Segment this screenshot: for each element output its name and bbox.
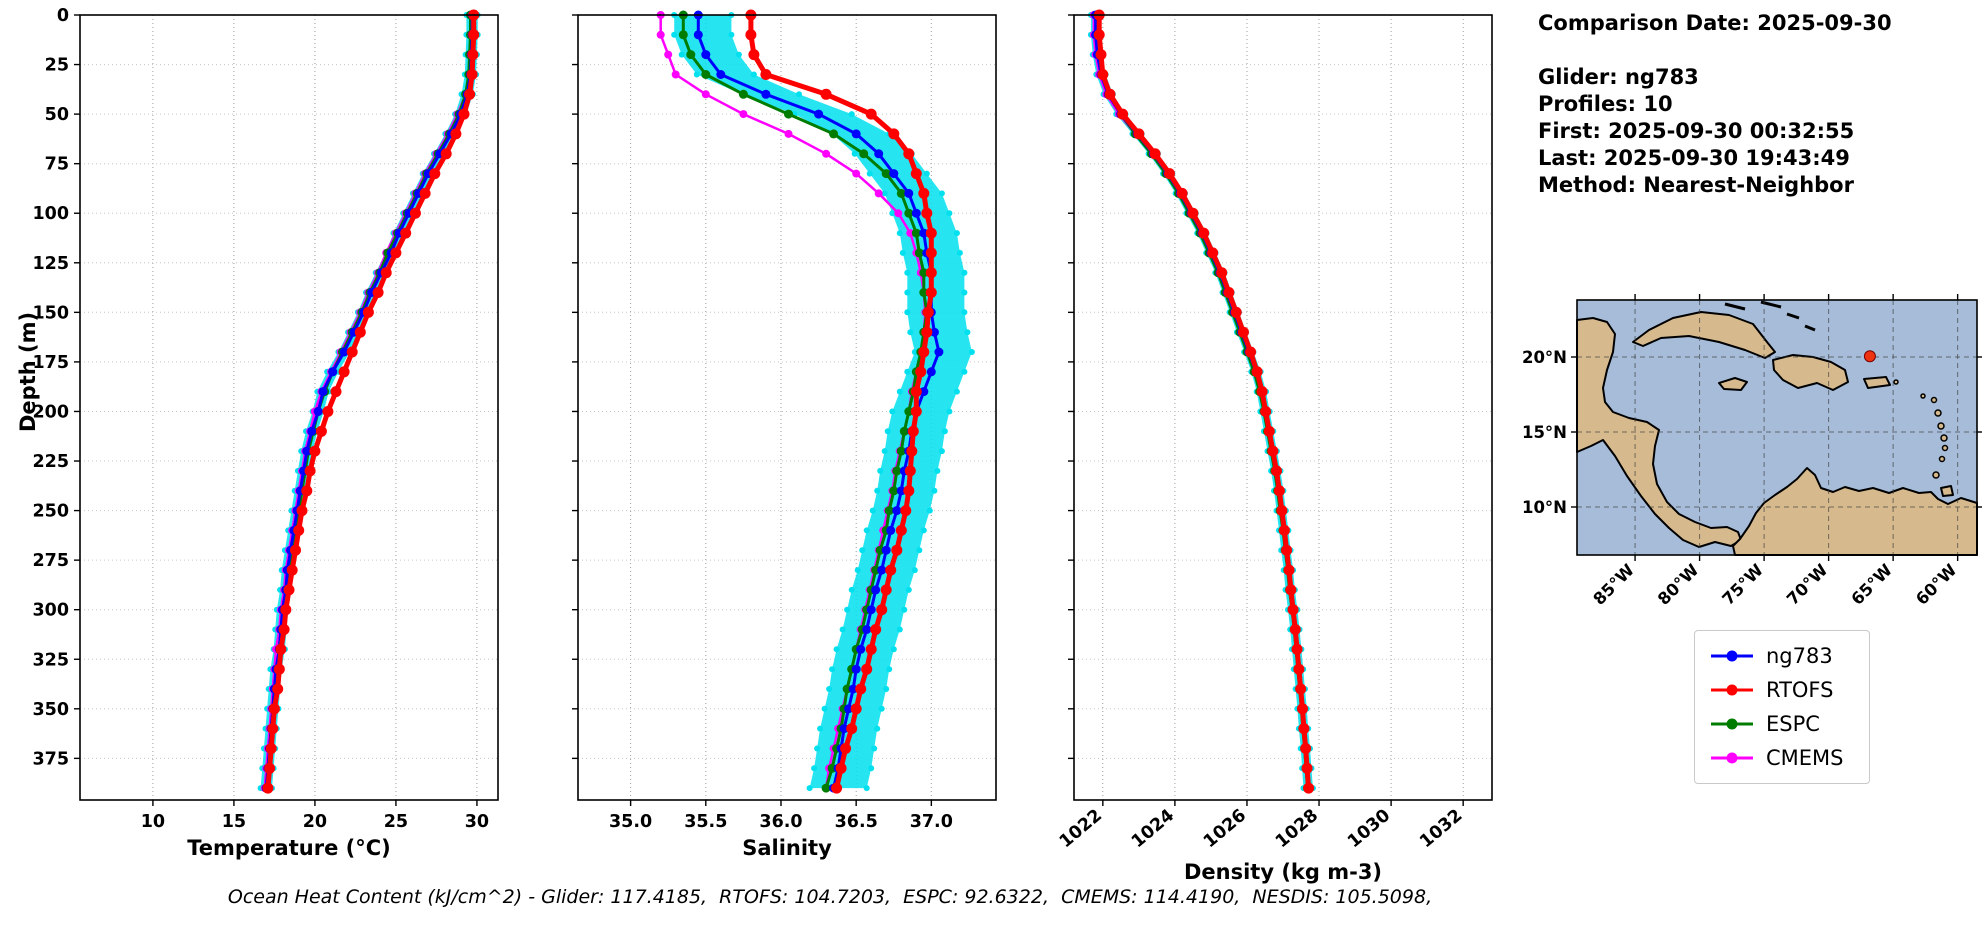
svg-text:350: 350	[32, 700, 69, 720]
legend-line-marker-icon	[1711, 718, 1753, 730]
svg-text:1032: 1032	[1416, 806, 1466, 853]
svg-text:0: 0	[57, 6, 69, 26]
land-trinidad	[1940, 485, 1954, 497]
legend-item-RTOFS: RTOFS	[1709, 673, 1855, 707]
svg-text:1030: 1030	[1344, 806, 1394, 853]
location-map: 85°W 80°W 75°W 70°W 65°W 60°W 20°N 15°N 10°N	[1522, 294, 1982, 609]
land-central-america	[1576, 317, 1742, 548]
svg-text:250: 250	[32, 502, 69, 522]
svg-text:36.5: 36.5	[835, 812, 878, 832]
svg-text:125: 125	[32, 254, 69, 274]
land-cuba	[1632, 311, 1776, 359]
info-profiles: Profiles: 10	[1538, 92, 1673, 116]
svg-text:35.0: 35.0	[609, 812, 652, 832]
info-spacer	[1538, 37, 1892, 64]
svg-text:100: 100	[32, 204, 69, 224]
svg-text:1026: 1026	[1200, 806, 1250, 853]
density-axis-title: Density (kg m-3)	[1183, 860, 1383, 884]
temperature-chart: 10 15 20 25 30025507510012515017520022525027…	[32, 6, 499, 832]
legend-label: CMEMS	[1766, 746, 1844, 770]
svg-text:37.0: 37.0	[910, 812, 953, 832]
comparison-date: Comparison Date: 2025-09-30	[1538, 11, 1892, 35]
svg-text:10: 10	[141, 812, 165, 832]
lesser-antilles	[1893, 379, 1949, 479]
svg-text:275: 275	[32, 551, 69, 571]
salinity-axis-title: Salinity	[742, 836, 832, 860]
ohc-footer: Ocean Heat Content (kJ/cm^2) - Glider: 1…	[227, 886, 1433, 908]
land-jamaica	[1718, 377, 1748, 391]
svg-text:20: 20	[303, 812, 327, 832]
legend-label: RTOFS	[1766, 678, 1834, 702]
info-method: Method: Nearest-Neighbor	[1538, 173, 1854, 197]
svg-text:70°W: 70°W	[1783, 560, 1831, 608]
svg-text:35.5: 35.5	[684, 812, 727, 832]
info-last: Last: 2025-09-30 19:43:49	[1538, 146, 1850, 170]
legend: ng783 RTOFS ESPC CMEMS	[1694, 630, 1870, 784]
svg-text:80°W: 80°W	[1654, 560, 1702, 608]
glider-location-dot	[1863, 350, 1876, 363]
svg-text:175: 175	[32, 353, 69, 373]
map-land	[1576, 300, 1978, 556]
density-chart: 1022 1024 1026 1028 1030 1032	[1056, 9, 1493, 852]
legend-item-ESPC: ESPC	[1709, 707, 1855, 741]
svg-text:85°W: 85°W	[1590, 560, 1638, 608]
info-panel: Comparison Date: 2025-09-30 Glider: ng78…	[1538, 10, 1892, 199]
legend-item-CMEMS: CMEMS	[1709, 741, 1855, 775]
svg-text:75°W: 75°W	[1719, 560, 1767, 608]
legend-line-marker-icon	[1711, 650, 1753, 662]
svg-text:25: 25	[384, 812, 408, 832]
land-south-america	[1732, 467, 1978, 556]
temperature-axis-title: Temperature (°C)	[187, 836, 391, 860]
svg-text:200: 200	[32, 402, 69, 422]
svg-text:75: 75	[45, 155, 69, 175]
svg-text:36.0: 36.0	[759, 812, 802, 832]
svg-text:375: 375	[32, 749, 69, 769]
legend-line-marker-icon	[1711, 684, 1753, 696]
legend-item-ng783: ng783	[1709, 639, 1855, 673]
svg-text:20°N: 20°N	[1522, 348, 1567, 367]
svg-text:50: 50	[45, 105, 69, 125]
svg-text:15°N: 15°N	[1522, 423, 1567, 442]
svg-text:225: 225	[32, 452, 69, 472]
svg-text:150: 150	[32, 303, 69, 323]
svg-text:300: 300	[32, 601, 69, 621]
info-glider: Glider: ng783	[1538, 65, 1699, 89]
legend-label: ESPC	[1766, 712, 1820, 736]
legend-line-marker-icon	[1711, 752, 1753, 764]
svg-text:10°N: 10°N	[1522, 498, 1567, 517]
svg-text:30: 30	[465, 812, 489, 832]
svg-text:1022: 1022	[1056, 806, 1106, 853]
svg-text:15: 15	[222, 812, 246, 832]
salinity-chart: 35.0 35.5 36.0 36.5 37.0	[572, 9, 997, 832]
info-first: First: 2025-09-30 00:32:55	[1538, 119, 1855, 143]
land-puerto-rico	[1863, 376, 1891, 389]
legend-label: ng783	[1766, 644, 1833, 668]
svg-text:60°W: 60°W	[1912, 560, 1960, 608]
svg-text:65°W: 65°W	[1848, 560, 1896, 608]
land-hispaniola	[1772, 354, 1849, 391]
svg-text:1028: 1028	[1272, 806, 1322, 853]
svg-text:25: 25	[45, 56, 69, 76]
svg-text:1024: 1024	[1128, 806, 1178, 853]
svg-text:325: 325	[32, 650, 69, 670]
